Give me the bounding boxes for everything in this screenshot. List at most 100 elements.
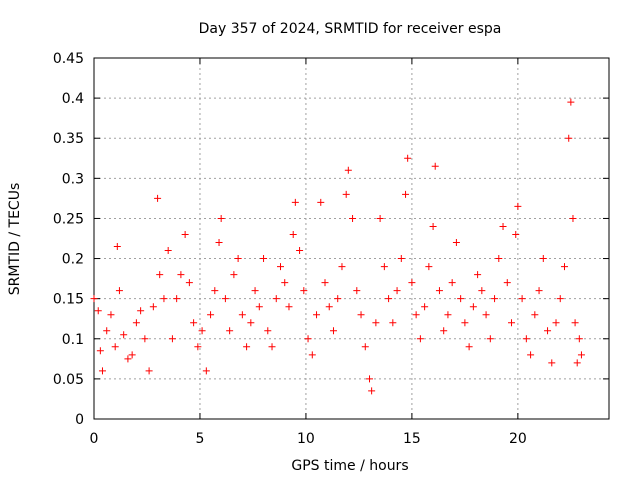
data-point (518, 295, 526, 303)
data-point (234, 255, 242, 263)
data-point (160, 295, 168, 303)
data-point (338, 263, 346, 271)
data-point (393, 287, 401, 295)
data-point (198, 327, 206, 335)
data-point (115, 287, 123, 295)
x-tick-label: 0 (90, 431, 99, 447)
data-point (164, 247, 172, 255)
data-point (385, 295, 393, 303)
data-point (342, 190, 350, 198)
data-point (264, 327, 272, 335)
data-point (548, 359, 556, 367)
data-point (457, 295, 465, 303)
data-point (156, 271, 164, 279)
data-point (120, 331, 128, 339)
data-point (412, 311, 420, 319)
data-point (291, 198, 299, 206)
y-tick-label: 0.05 (53, 372, 84, 388)
data-point (149, 303, 157, 311)
data-point (137, 307, 145, 315)
data-point (366, 375, 374, 383)
data-point (535, 287, 543, 295)
data-point (173, 295, 181, 303)
data-point (552, 319, 560, 327)
data-points (90, 98, 585, 395)
data-point (181, 230, 189, 238)
plot-area-border (93, 57, 610, 420)
data-point (569, 214, 577, 222)
data-point (94, 307, 102, 315)
y-tick-label: 0.35 (53, 131, 84, 147)
data-point (512, 230, 520, 238)
data-point (177, 271, 185, 279)
data-point (329, 327, 337, 335)
data-point (397, 255, 405, 263)
y-tick-label: 0.1 (62, 332, 84, 348)
data-point (444, 311, 452, 319)
data-point (251, 287, 259, 295)
data-point (300, 287, 308, 295)
data-point (190, 319, 198, 327)
data-point (556, 295, 564, 303)
data-point (215, 239, 223, 247)
data-point (478, 287, 486, 295)
data-point (255, 303, 263, 311)
data-point (221, 295, 229, 303)
data-point (207, 311, 215, 319)
data-point (96, 347, 104, 355)
x-tick-label: 5 (196, 431, 205, 447)
y-tick-label: 0.3 (62, 171, 84, 187)
data-point (514, 202, 522, 210)
y-tick-label: 0.45 (53, 51, 84, 67)
data-point (575, 335, 583, 343)
data-point (495, 255, 503, 263)
data-point (124, 355, 132, 363)
data-point (194, 343, 202, 351)
y-tick-labels: 0 0.05 0.1 0.15 0.2 0.25 0.3 0.35 0.4 0.45 (53, 51, 84, 428)
data-point (469, 303, 477, 311)
data-point (217, 214, 225, 222)
data-point (508, 319, 516, 327)
data-point (486, 335, 494, 343)
y-axis-label: SRMTID / TECUs (7, 183, 23, 296)
data-point (321, 279, 329, 287)
data-point (344, 166, 352, 174)
data-point (296, 247, 304, 255)
data-point (448, 279, 456, 287)
y-tick-label: 0.25 (53, 211, 84, 227)
data-point (308, 351, 316, 359)
data-point (565, 134, 573, 142)
x-axis-label: GPS time / hours (291, 458, 408, 474)
y-tick-label: 0.15 (53, 292, 84, 308)
data-point (491, 295, 499, 303)
data-point (357, 311, 365, 319)
x-tick-labels: 0 5 10 15 20 (90, 431, 527, 447)
data-point (141, 335, 149, 343)
data-point (429, 222, 437, 230)
data-point (211, 287, 219, 295)
data-point (145, 367, 153, 375)
data-point (90, 295, 98, 303)
data-point (230, 271, 238, 279)
data-point (111, 343, 119, 351)
data-point (226, 327, 234, 335)
y-tick-label: 0.2 (62, 252, 84, 268)
data-point (243, 343, 251, 351)
data-point (349, 214, 357, 222)
data-point (289, 230, 297, 238)
data-point (531, 311, 539, 319)
data-point (113, 243, 121, 251)
data-point (353, 287, 361, 295)
data-point (389, 319, 397, 327)
data-point (416, 335, 424, 343)
data-point (452, 239, 460, 247)
data-point (128, 351, 136, 359)
data-point (132, 319, 140, 327)
data-point (202, 367, 210, 375)
data-point (421, 303, 429, 311)
data-point (260, 255, 268, 263)
x-tick-label: 10 (297, 431, 315, 447)
data-point (435, 287, 443, 295)
data-point (304, 335, 312, 343)
data-point (539, 255, 547, 263)
